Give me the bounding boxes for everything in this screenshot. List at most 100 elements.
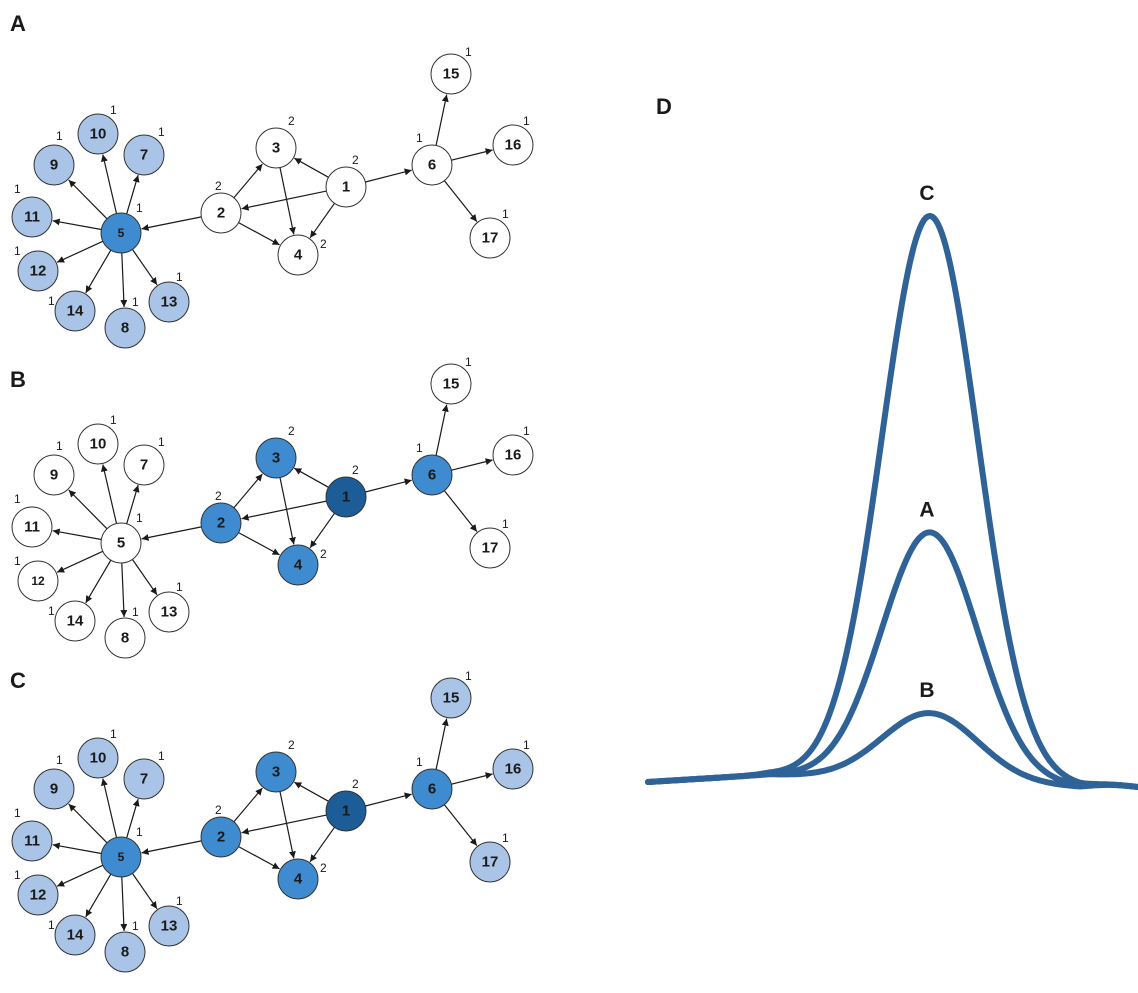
node-circle xyxy=(100,212,142,254)
node-circle xyxy=(492,748,534,790)
node-label: 12 xyxy=(30,887,47,904)
node-label: 3 xyxy=(272,140,280,157)
node-12: 12 1 xyxy=(14,868,59,916)
node-label: 10 xyxy=(90,436,107,453)
node-circle xyxy=(77,737,119,779)
node-superscript: 1 xyxy=(14,554,21,568)
edge-1-to-6 xyxy=(365,168,412,183)
edge-2-to-5 xyxy=(141,526,202,541)
node-17: 171 xyxy=(469,207,511,259)
node-label: 16 xyxy=(505,137,522,154)
node-superscript: 1 xyxy=(48,294,55,308)
node-label: 17 xyxy=(482,854,499,871)
edge-1-to-2 xyxy=(241,500,327,521)
node-label: 11 xyxy=(24,833,40,850)
node-label: 10 xyxy=(90,750,107,767)
edge-5-to-9 xyxy=(68,803,108,844)
node-label: 11 xyxy=(24,209,40,226)
curve-c xyxy=(645,212,1138,790)
node-label: 8 xyxy=(121,320,129,337)
node-2: 22 xyxy=(200,489,242,544)
node-label: 4 xyxy=(294,247,303,264)
edge-2-to-3 xyxy=(233,787,263,823)
node-superscript: 1 xyxy=(14,806,21,820)
node-superscript: 1 xyxy=(48,918,55,932)
node-superscript: 1 xyxy=(176,580,183,594)
node-13: 13 1 xyxy=(148,270,190,323)
node-superscript: 1 xyxy=(523,114,530,128)
node-circle xyxy=(104,617,146,659)
edge-2-to-4 xyxy=(238,846,280,870)
node-6: 61 xyxy=(411,755,453,810)
node-circle xyxy=(325,476,367,518)
node-6: 61 xyxy=(411,441,453,496)
node-14: 14 1 xyxy=(48,290,96,332)
node-superscript: 1 xyxy=(465,45,472,59)
edge-1-to-6 xyxy=(365,478,412,493)
node-16: 161 xyxy=(492,424,534,476)
edge-2-to-3 xyxy=(233,163,263,199)
node-label: 13 xyxy=(161,918,178,935)
node-superscript: 2 xyxy=(215,803,222,817)
node-circle xyxy=(33,144,75,186)
node-14: 14 1 xyxy=(48,914,96,956)
node-10: 101 xyxy=(77,413,119,465)
node-circle xyxy=(492,124,534,166)
edge-3-to-4 xyxy=(279,791,296,859)
node-circle xyxy=(255,437,297,479)
node-superscript: 1 xyxy=(110,103,117,117)
node-label: 6 xyxy=(428,467,436,484)
node-circle xyxy=(277,858,319,900)
edge-5-to-9 xyxy=(68,179,108,220)
node-11: 111 xyxy=(11,806,53,862)
node-label: 4 xyxy=(294,557,303,574)
node-superscript: 2 xyxy=(215,489,222,503)
edge-5-to-8 xyxy=(120,252,128,308)
node-label: 10 xyxy=(90,126,107,143)
node-circle xyxy=(411,768,453,810)
node-superscript: 2 xyxy=(215,179,222,193)
edge-5-to-14 xyxy=(85,873,112,918)
node-circle xyxy=(325,166,367,208)
node-label: 5 xyxy=(117,535,125,552)
node-superscript: 1 xyxy=(465,355,472,369)
node-label: 12 xyxy=(30,263,47,280)
node-17: 171 xyxy=(469,831,511,883)
panel-d: D C A B xyxy=(645,94,1138,790)
node-label: 6 xyxy=(428,781,436,798)
node-circle xyxy=(17,874,59,916)
node-circle xyxy=(148,905,190,947)
node-superscript: 1 xyxy=(136,825,143,839)
node-superscript: 1 xyxy=(176,894,183,908)
node-label: 1 xyxy=(342,179,350,196)
node-superscript: 1 xyxy=(523,738,530,752)
node-superscript: 2 xyxy=(320,237,327,251)
node-label: 8 xyxy=(121,944,129,961)
node-superscript: 1 xyxy=(48,604,55,618)
node-circle xyxy=(430,677,472,719)
node-circle xyxy=(430,363,472,405)
node-superscript: 1 xyxy=(502,831,509,845)
node-superscript: 1 xyxy=(158,749,165,763)
node-circle xyxy=(123,444,165,486)
node-4: 42 xyxy=(277,858,327,900)
node-circle xyxy=(200,816,242,858)
node-5: 51 xyxy=(100,825,143,878)
edge-2-to-4 xyxy=(238,532,280,556)
curve-a xyxy=(645,529,1138,790)
node-15: 15 1 xyxy=(430,45,472,95)
node-label: 2 xyxy=(217,829,225,846)
edge-5-to-10 xyxy=(100,154,118,214)
node-9: 91 xyxy=(33,753,75,810)
node-1: 12 xyxy=(325,463,367,518)
node-label: 16 xyxy=(505,447,522,464)
edge-5-to-13 xyxy=(131,249,158,286)
node-circle xyxy=(104,931,146,973)
node-circle xyxy=(123,134,165,176)
edge-5-to-7 xyxy=(126,174,140,214)
node-4: 42 xyxy=(277,234,327,276)
node-superscript: 1 xyxy=(416,755,423,769)
